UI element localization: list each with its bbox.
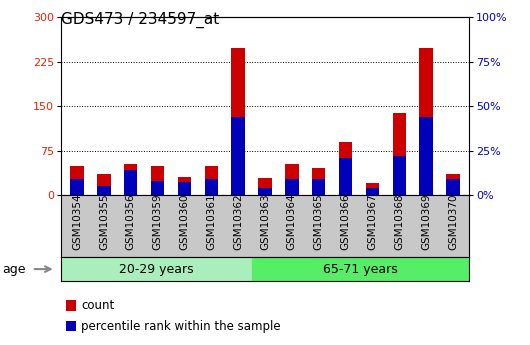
- Bar: [252, 257, 469, 281]
- Text: count: count: [81, 299, 114, 312]
- Bar: [312, 179, 325, 195]
- Bar: [285, 164, 298, 195]
- Bar: [70, 179, 84, 195]
- Bar: [178, 177, 191, 195]
- Bar: [205, 179, 218, 195]
- Bar: [258, 178, 272, 195]
- Bar: [285, 179, 298, 195]
- Bar: [124, 170, 137, 195]
- Bar: [205, 167, 218, 195]
- Bar: [446, 174, 460, 195]
- Bar: [232, 48, 245, 195]
- Bar: [339, 141, 352, 195]
- FancyBboxPatch shape: [66, 300, 76, 310]
- Bar: [312, 168, 325, 195]
- FancyBboxPatch shape: [66, 321, 76, 331]
- Bar: [366, 183, 379, 195]
- Bar: [151, 167, 164, 195]
- Bar: [339, 158, 352, 195]
- Bar: [258, 188, 272, 195]
- Text: 65-71 years: 65-71 years: [323, 263, 398, 276]
- Text: percentile rank within the sample: percentile rank within the sample: [81, 319, 281, 333]
- Bar: [419, 117, 433, 195]
- Text: GDS473 / 234597_at: GDS473 / 234597_at: [61, 12, 219, 28]
- Bar: [151, 181, 164, 195]
- Bar: [393, 156, 406, 195]
- Text: age: age: [3, 263, 26, 276]
- Bar: [446, 179, 460, 195]
- Bar: [124, 164, 137, 195]
- Bar: [97, 174, 111, 195]
- Bar: [232, 117, 245, 195]
- Bar: [419, 48, 433, 195]
- Bar: [178, 183, 191, 195]
- Bar: [97, 186, 111, 195]
- Bar: [393, 113, 406, 195]
- Bar: [61, 257, 252, 281]
- Bar: [70, 167, 84, 195]
- Bar: [366, 188, 379, 195]
- Text: 20-29 years: 20-29 years: [119, 263, 193, 276]
